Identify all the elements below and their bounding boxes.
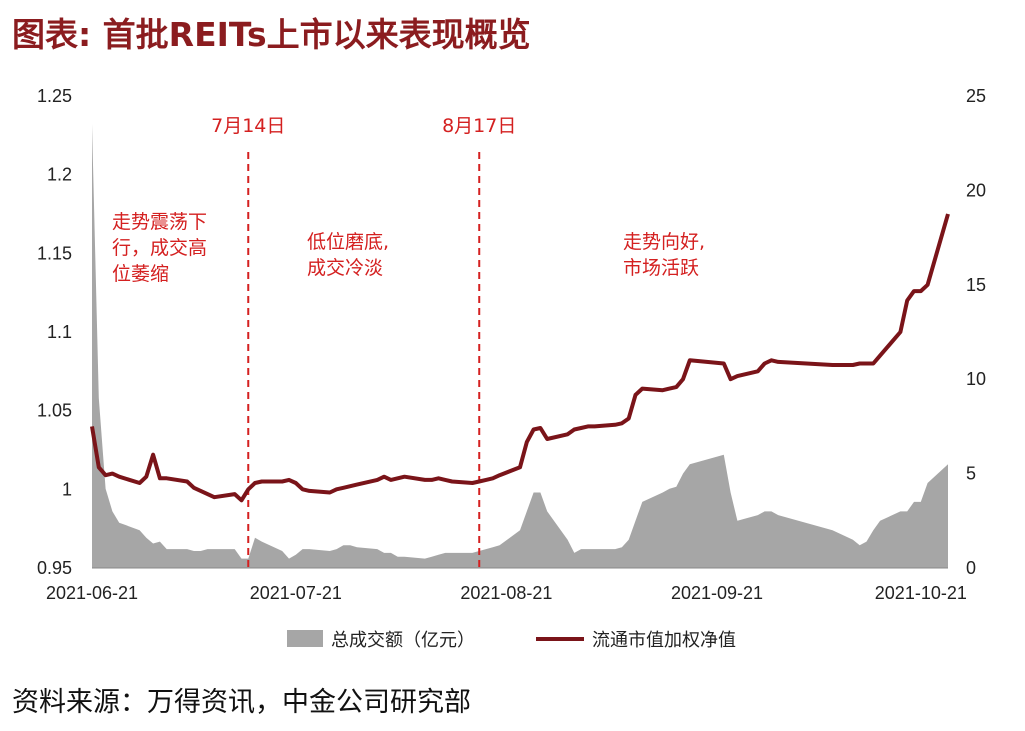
- x-tick-label-3: 2021-09-21: [671, 583, 763, 603]
- legend-swatch-volume: [287, 630, 323, 647]
- left-tick-label-3: 1.1: [47, 322, 72, 342]
- x-axis-ticks: 2021-06-21 2021-07-21 2021-08-21 2021-09-21…: [46, 583, 967, 603]
- volume-area: [92, 124, 948, 569]
- left-axis-ticks: 0.95 1 1.05 1.1 1.15 1.2 1.25: [37, 86, 72, 578]
- nav-line: [90, 213, 950, 503]
- right-tick-label-4: 20: [966, 180, 986, 200]
- chart: 0.95 1 1.05 1.1 1.15 1.2 1.25 0 5 10 15 20 25 2021-…: [37, 86, 986, 651]
- annotation-1-line-1: 成交冷淡: [307, 257, 383, 279]
- left-tick-label-2: 1.05: [37, 401, 72, 421]
- right-tick-label-1: 5: [966, 464, 976, 484]
- annotation-2-line-1: 市场活跃: [623, 257, 699, 279]
- legend: 总成交额（亿元） 流通市值加权净值: [287, 630, 736, 651]
- source-note: 资料来源：万得资讯，中金公司研究部: [12, 687, 471, 718]
- x-tick-label-4: 2021-10-21: [875, 583, 967, 603]
- vline-label-0: 7月14日: [211, 115, 285, 137]
- x-tick-label-0: 2021-06-21: [46, 583, 138, 603]
- vertical-markers: 7月14日 8月17日: [211, 115, 516, 568]
- annotation-1-line-0: 低位磨底,: [307, 231, 389, 253]
- left-tick-label-4: 1.15: [37, 243, 72, 263]
- legend-label-nav: 流通市值加权净值: [592, 630, 736, 651]
- annotation-0-line-0: 走势震荡下: [112, 211, 207, 233]
- right-tick-label-5: 25: [966, 86, 986, 106]
- x-tick-label-1: 2021-07-21: [250, 583, 342, 603]
- annotation-2-line-0: 走势向好,: [623, 231, 705, 253]
- right-tick-label-2: 10: [966, 369, 986, 389]
- left-tick-label-0: 0.95: [37, 558, 72, 578]
- annotation-0-line-1: 行，成交高: [112, 237, 207, 259]
- right-tick-label-3: 15: [966, 275, 986, 295]
- left-tick-label-5: 1.2: [47, 165, 72, 185]
- chart-title: 图表: 首批REITs上市以来表现概览: [12, 15, 531, 54]
- legend-label-volume: 总成交额（亿元）: [331, 630, 475, 651]
- annotation-0-line-2: 位萎缩: [112, 263, 169, 285]
- x-tick-label-2: 2021-08-21: [460, 583, 552, 603]
- right-tick-label-0: 0: [966, 558, 976, 578]
- left-tick-label-6: 1.25: [37, 86, 72, 106]
- vline-label-1: 8月17日: [442, 115, 516, 137]
- left-tick-label-1: 1: [62, 479, 72, 499]
- right-axis-ticks: 0 5 10 15 20 25: [966, 86, 986, 578]
